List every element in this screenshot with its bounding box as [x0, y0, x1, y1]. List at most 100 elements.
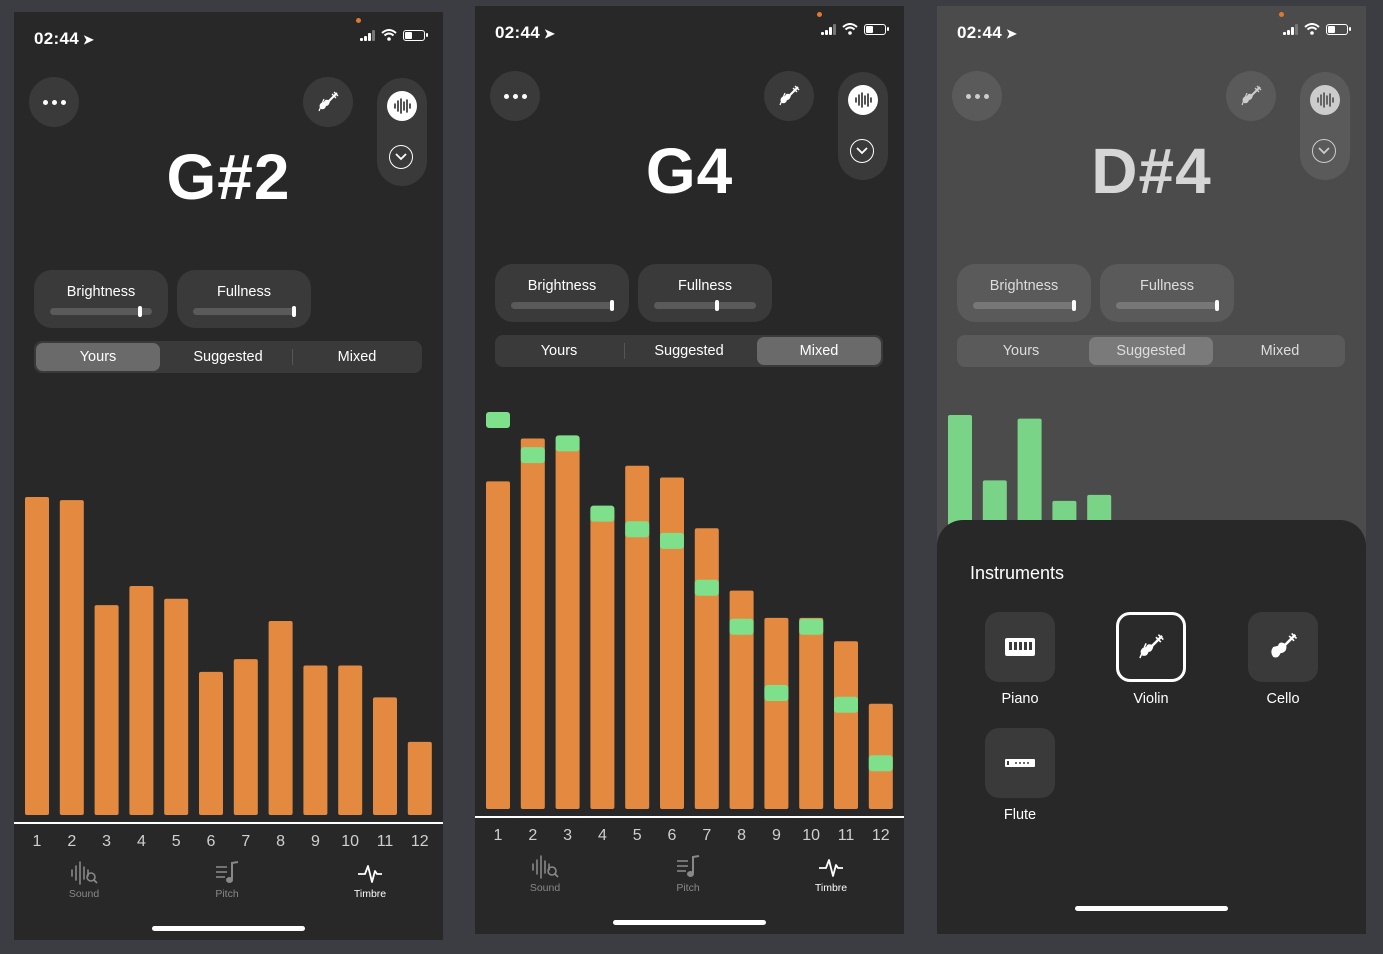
battery-icon [1326, 23, 1351, 35]
fullness-slider[interactable]: Fullness [1100, 264, 1234, 322]
x-tick-label: 7 [702, 827, 712, 844]
bar-harmonic-7 [694, 528, 719, 809]
bar-harmonic-2 [59, 500, 84, 815]
segment-suggested[interactable]: Suggested [193, 349, 263, 365]
instrument-cello[interactable]: Cello [1248, 612, 1318, 707]
segment-yours[interactable]: Yours [540, 343, 578, 359]
waveform-button[interactable] [1310, 85, 1340, 115]
violin-button[interactable] [1116, 612, 1186, 682]
collapse-button[interactable] [389, 145, 413, 169]
waveform-icon [855, 92, 872, 108]
bar-harmonic-1 [486, 481, 510, 809]
status-bar-time: 02:44 ➤ [495, 23, 556, 42]
status-icons [821, 23, 889, 35]
instrument-violin[interactable]: Violin [1116, 612, 1186, 707]
brightness-slider[interactable]: Brightness [495, 264, 629, 322]
wifi-icon [842, 23, 858, 35]
bar-harmonic-5 [625, 465, 650, 809]
segment-yours[interactable]: Yours [1002, 343, 1040, 359]
x-tick-label: 11 [837, 827, 855, 844]
home-indicator [613, 920, 766, 925]
collapse-button[interactable] [1312, 139, 1336, 163]
x-tick-label: 11 [376, 833, 394, 850]
flute-button[interactable] [985, 728, 1055, 798]
waveform-button[interactable] [848, 85, 878, 115]
fullness-slider[interactable]: Fullness [638, 264, 772, 322]
suggested-marker-2 [520, 447, 545, 464]
tab-sound-label: Sound [529, 882, 561, 894]
harmonics-chart [486, 412, 893, 809]
more-options-button[interactable] [29, 77, 79, 127]
waveform-icon [394, 98, 411, 114]
more-options-button[interactable] [490, 71, 540, 121]
fullness-label: Fullness [217, 284, 271, 300]
chevron-down-icon [395, 153, 407, 161]
segment-mixed[interactable]: Mixed [757, 337, 881, 365]
instrument-button[interactable] [764, 71, 814, 121]
instrument-piano[interactable]: Piano [985, 612, 1055, 707]
brightness-thumb[interactable] [609, 300, 614, 311]
fullness-thumb[interactable] [1214, 300, 1219, 311]
tab-timbre[interactable]: Timbre [325, 860, 415, 900]
x-tick-label: 6 [667, 827, 677, 844]
fullness-track [193, 306, 296, 317]
segment-suggested[interactable]: Suggested [654, 343, 724, 359]
piano-button[interactable] [985, 612, 1055, 682]
brightness-label: Brightness [989, 278, 1059, 294]
harmonics-chart [25, 497, 432, 815]
brightness-thumb[interactable] [137, 306, 142, 317]
suggested-marker-3 [555, 435, 580, 452]
ellipsis-icon [965, 93, 989, 99]
fullness-thumb[interactable] [715, 300, 720, 311]
x-tick-label: 3 [102, 833, 112, 850]
chevron-down-icon [1318, 147, 1330, 155]
sheet-title: Instruments [970, 563, 1065, 583]
violin-icon [779, 85, 800, 106]
instrument-flute[interactable]: Flute [985, 728, 1055, 823]
chevron-down-icon [856, 147, 868, 155]
phone-screen-3: 02:44 ➤ D#4 Brightness Fullness Yours Sug… [937, 6, 1366, 934]
fullness-track [1116, 300, 1219, 311]
instrument-button[interactable] [303, 77, 353, 127]
home-indicator [1075, 906, 1228, 911]
bar-harmonic-10 [799, 617, 824, 809]
waveform-button[interactable] [387, 91, 417, 121]
suggested-marker-10 [799, 618, 824, 635]
bar-harmonic-5 [164, 598, 189, 815]
signal-icon [1283, 23, 1298, 35]
tab-sound[interactable]: Sound [39, 860, 129, 900]
suggested-marker-5 [625, 521, 650, 538]
camera-indicator [1279, 12, 1284, 17]
tab-timbre-label: Timbre [353, 888, 387, 900]
segment-yours[interactable]: Yours [36, 343, 160, 371]
x-tick-label: 9 [771, 827, 781, 844]
suggested-marker-11 [834, 696, 858, 713]
x-tick-label: 12 [871, 827, 890, 844]
tab-sound[interactable]: Sound [500, 854, 590, 894]
tab-pitch[interactable]: Pitch [643, 854, 733, 894]
tab-timbre[interactable]: Timbre [786, 854, 876, 894]
collapse-button[interactable] [850, 139, 874, 163]
brightness-thumb[interactable] [1071, 300, 1076, 311]
brightness-slider[interactable]: Brightness [34, 270, 168, 328]
instrument-button[interactable] [1226, 71, 1276, 121]
more-options-button[interactable] [952, 71, 1002, 121]
instrument-piano-label: Piano [1001, 691, 1039, 707]
note-name: G#2 [166, 141, 291, 213]
bar-harmonic-3 [1017, 418, 1042, 536]
segment-mixed[interactable]: Mixed [337, 349, 377, 365]
brightness-slider[interactable]: Brightness [957, 264, 1091, 322]
tab-pitch[interactable]: Pitch [182, 860, 272, 900]
brightness-track [511, 300, 614, 311]
side-controls [838, 72, 888, 180]
segment-mixed[interactable]: Mixed [1260, 343, 1300, 359]
home-indicator [152, 926, 305, 931]
cello-button[interactable] [1248, 612, 1318, 682]
fullness-thumb[interactable] [291, 306, 296, 317]
x-tick-label: 1 [32, 833, 42, 850]
segment-suggested[interactable]: Suggested [1089, 337, 1213, 365]
timbre-icon [358, 865, 382, 883]
fullness-slider[interactable]: Fullness [177, 270, 311, 328]
x-tick-label: 2 [528, 827, 538, 844]
brightness-label: Brightness [527, 278, 597, 294]
